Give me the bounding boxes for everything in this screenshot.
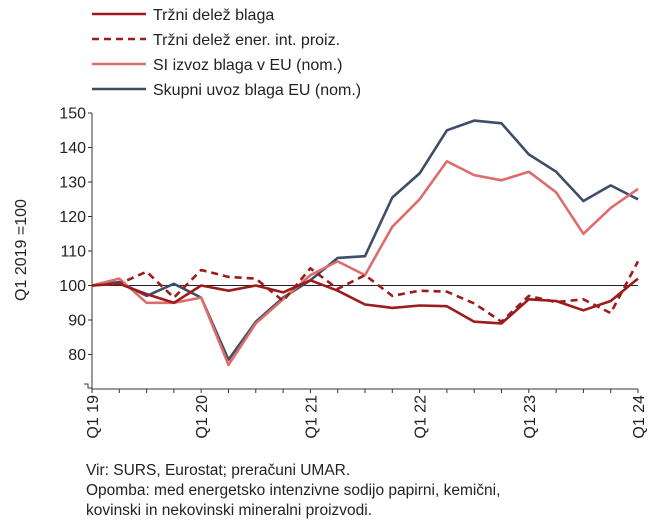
x-tick-label: Q1 23 (522, 395, 539, 439)
legend-label-0: Tržni delež blaga (153, 7, 274, 24)
series-line-1 (91, 260, 640, 324)
y-tick-label: 110 (60, 244, 86, 261)
x-tick-label: Q1 20 (194, 395, 211, 439)
legend: Tržni delež blaga Tržni delež ener. int. … (92, 7, 361, 99)
series-lines (91, 119, 640, 367)
legend-label-2: SI izvoz blaga v EU (nom.) (153, 57, 342, 74)
x-tick-label: Q1 21 (303, 395, 320, 439)
chart-notes: Vir: SURS, Eurostat; preračuni UMAR. Opo… (86, 461, 500, 521)
y-tick-label: 80 (68, 347, 86, 364)
series-line-3 (91, 119, 639, 362)
legend-label-3: Skupni uvoz blaga EU (nom.) (153, 82, 361, 99)
y-tick-label: 140 (59, 140, 86, 157)
axis-break-marker (84, 383, 92, 389)
y-axis-ticks: 80 90 100 110 120 130 140 150 (59, 106, 92, 364)
y-tick-label: 100 (59, 278, 86, 295)
y-tick-label: 130 (59, 175, 86, 192)
remark-note-line-2: kovinski in nekovinski mineralni proizvo… (86, 502, 373, 519)
x-tick-label: Q1 19 (85, 395, 102, 439)
x-tick-label: Q1 24 (631, 395, 648, 439)
legend-label-1: Tržni delež ener. int. proiz. (153, 32, 340, 49)
series-line-2 (91, 160, 639, 367)
remark-note-line-1: Opomba: med energetsko intenzivne sodijo… (86, 482, 501, 499)
series-line-0 (91, 277, 639, 325)
grid-lines (84, 113, 638, 390)
y-tick-label: 120 (59, 209, 86, 226)
y-tick-label: 90 (68, 313, 86, 330)
y-axis-label: Q1 2019 =100 (13, 199, 30, 301)
y-tick-label: 150 (59, 106, 86, 123)
x-axis-ticks: Q1 19 Q1 20 Q1 21 Q1 22 Q1 23 Q1 24 (85, 389, 648, 439)
source-note: Vir: SURS, Eurostat; preračuni UMAR. (86, 462, 351, 479)
x-tick-label: Q1 22 (413, 395, 430, 439)
